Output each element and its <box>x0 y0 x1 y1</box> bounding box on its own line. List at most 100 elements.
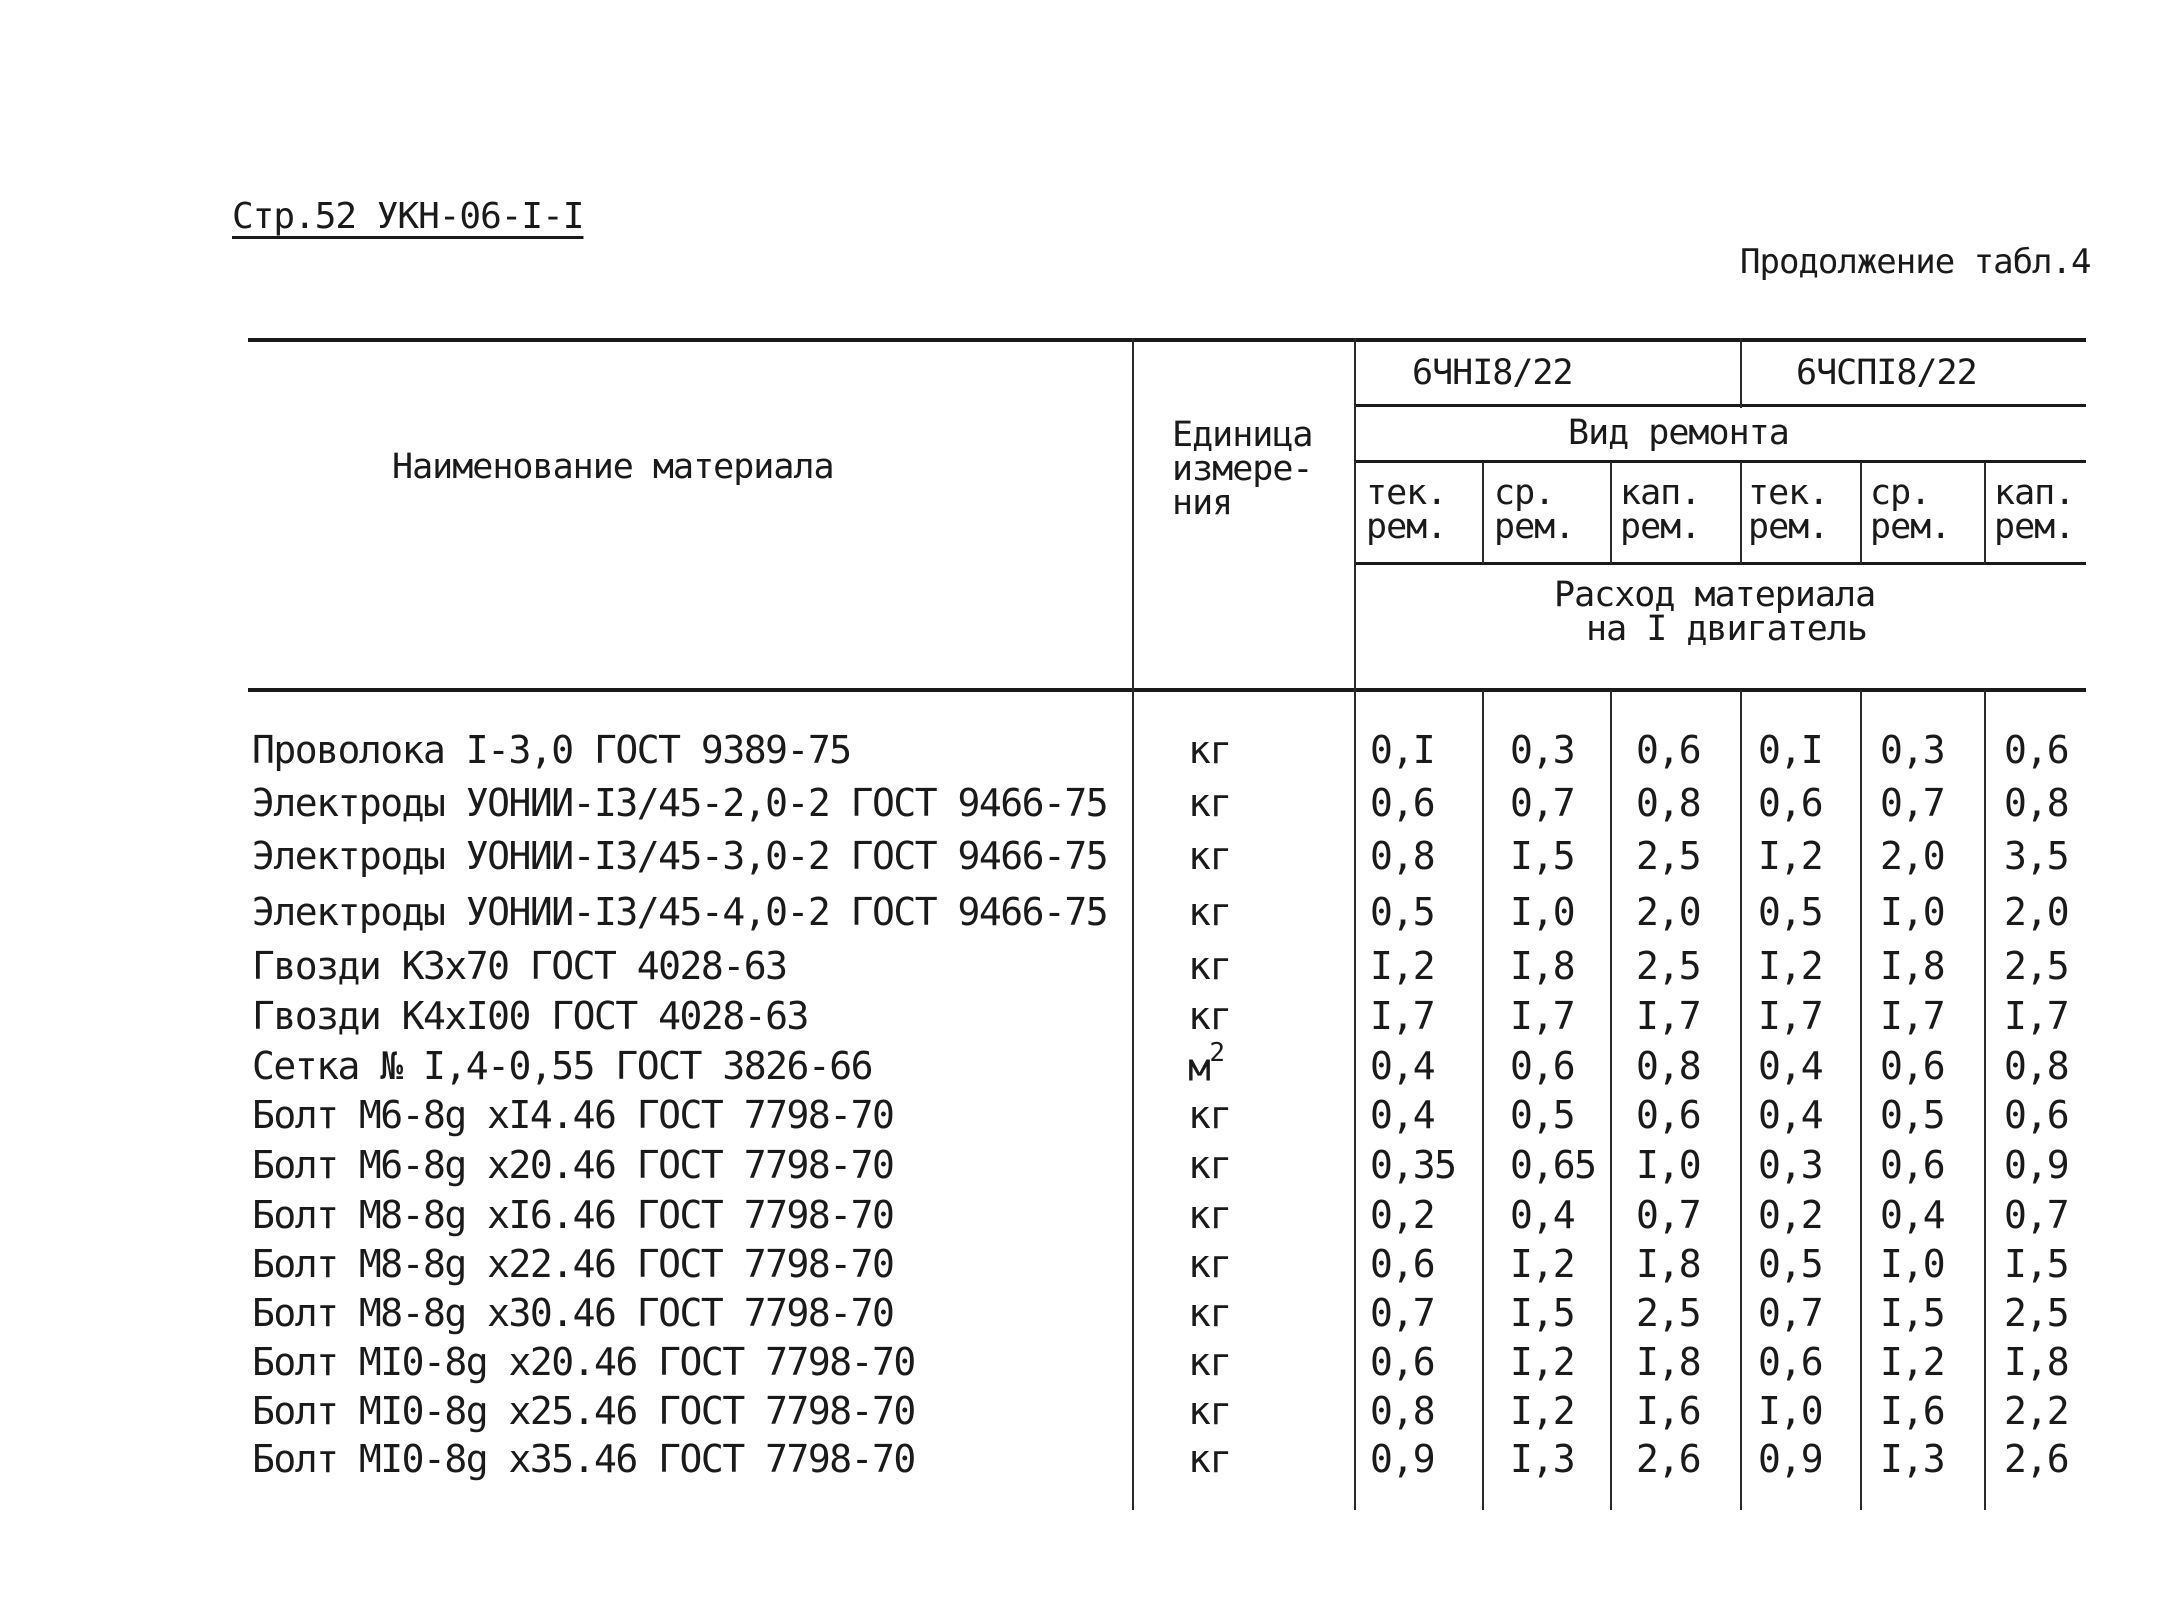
value-cell: 0,7 <box>2004 1193 2070 1237</box>
value-cell: I,2 <box>1510 1340 1576 1384</box>
unit-cell: кг <box>1188 944 1232 988</box>
header-repair-type: Вид ремонта <box>1568 413 1790 453</box>
value-cell: 0,6 <box>2004 1093 2070 1137</box>
value-cell: 0,9 <box>2004 1143 2070 1187</box>
value-cell: 0,3 <box>1510 728 1576 772</box>
material-name-cell: Болт М6-8g хI4.46 ГОСТ 7798-70 <box>252 1093 895 1137</box>
material-name-cell: Болт МI0-8g х25.46 ГОСТ 7798-70 <box>252 1389 916 1433</box>
unit-cell: кг <box>1188 1291 1232 1335</box>
value-cell: 2,5 <box>1636 1291 1702 1335</box>
value-cell: I,7 <box>1510 994 1576 1038</box>
value-cell: 0,9 <box>1370 1437 1436 1481</box>
value-cell: I,2 <box>1510 1242 1576 1286</box>
value-cell: 2,5 <box>1636 834 1702 878</box>
value-cell: 0,6 <box>1758 1340 1824 1384</box>
value-cell: 0,6 <box>1510 1044 1576 1088</box>
unit-cell: кг <box>1188 1143 1232 1187</box>
unit-cell: кг <box>1188 728 1232 772</box>
table-row: Электроды УОНИИ-I3/45-3,0-2 ГОСТ 9466-75… <box>248 834 2086 884</box>
value-cell: I,7 <box>1636 994 1702 1038</box>
header-consumption-line-2: на I двигатель <box>1586 609 1868 649</box>
material-name-cell: Болт М8-8g хI6.46 ГОСТ 7798-70 <box>252 1193 895 1237</box>
value-cell: 2,0 <box>1636 890 1702 934</box>
data-col-divider <box>1482 690 1484 1510</box>
value-cell: 0,8 <box>1370 1389 1436 1433</box>
material-name-cell: Гвозди К3х70 ГОСТ 4028-63 <box>252 944 788 988</box>
table-row: Болт МI0-8g х20.46 ГОСТ 7798-70 кг 0,6 I,2 I… <box>248 1340 2086 1390</box>
table-top-rule <box>248 338 2086 342</box>
material-name-cell: Гвозди К4хI00 ГОСТ 4028-63 <box>252 994 809 1038</box>
value-cell: I,2 <box>1758 834 1824 878</box>
value-cell: I,2 <box>1758 944 1824 988</box>
value-cell: 0,5 <box>1370 890 1436 934</box>
value-cell: 0,8 <box>2004 781 2070 825</box>
value-cell: 0,6 <box>1370 781 1436 825</box>
table-row: Проволока I-3,0 ГОСТ 9389-75 кг 0,I 0,3 0,6 0… <box>248 728 2086 778</box>
unit-cell: кг <box>1188 1242 1232 1286</box>
value-cell: 0,6 <box>1758 781 1824 825</box>
value-cell: 0,7 <box>1370 1291 1436 1335</box>
value-cell: I,0 <box>1510 890 1576 934</box>
value-cell: 0,5 <box>1510 1093 1576 1137</box>
data-col-divider <box>1740 690 1742 1510</box>
value-cell: 0,7 <box>1758 1291 1824 1335</box>
header-repair-col-1: тек. рем. <box>1366 473 1447 547</box>
data-col-divider <box>1860 690 1862 1510</box>
value-cell: 2,0 <box>1880 834 1946 878</box>
value-cell: 0,4 <box>1758 1044 1824 1088</box>
unit-text: кг <box>1188 994 1232 1038</box>
data-col-divider <box>1984 690 1986 1510</box>
value-cell: 0,35 <box>1370 1143 1457 1187</box>
value-cell: I,3 <box>1510 1437 1576 1481</box>
value-cell: 0,6 <box>1370 1340 1436 1384</box>
unit-text: кг <box>1188 1389 1232 1433</box>
value-cell: 0,8 <box>1370 834 1436 878</box>
value-cell: 0,6 <box>1370 1242 1436 1286</box>
repair-col-divider <box>1610 462 1612 564</box>
unit-text: кг <box>1188 1291 1232 1335</box>
value-cell: I,6 <box>1636 1389 1702 1433</box>
value-cell: 0,6 <box>2004 728 2070 772</box>
header-bottom-rule <box>248 688 2086 692</box>
value-cell: I,0 <box>1880 890 1946 934</box>
table-row: Электроды УОНИИ-I3/45-4,0-2 ГОСТ 9466-75… <box>248 890 2086 940</box>
table-row: Сетка № I,4-0,55 ГОСТ 3826-66 м2 0,4 0,6 0,8… <box>248 1038 2086 1094</box>
table-row: Болт М6-8g хI4.46 ГОСТ 7798-70 кг 0,4 0,5 0,… <box>248 1093 2086 1143</box>
value-cell: 2,2 <box>2004 1389 2070 1433</box>
value-cell: 0,7 <box>1880 781 1946 825</box>
materials-table: Наименование материала Единица измере- н… <box>248 338 2086 1510</box>
data-col-divider <box>1610 690 1612 1510</box>
table-row: Гвозди К4хI00 ГОСТ 4028-63 кг I,7 I,7 I,7 I,7… <box>248 994 2086 1044</box>
value-cell: 2,0 <box>2004 890 2070 934</box>
value-cell: 2,6 <box>2004 1437 2070 1481</box>
unit-text: кг <box>1188 1193 1232 1237</box>
unit-superscript: 2 <box>1209 1038 1225 1068</box>
value-cell: I,5 <box>1510 1291 1576 1335</box>
unit-text: кг <box>1188 1242 1232 1286</box>
material-name-cell: Электроды УОНИИ-I3/45-2,0-2 ГОСТ 9466-75 <box>252 781 1109 825</box>
value-cell: 0,6 <box>1880 1143 1946 1187</box>
repair-col-divider <box>1482 462 1484 564</box>
value-cell: I,8 <box>2004 1340 2070 1384</box>
table-row: Болт МI0-8g х25.46 ГОСТ 7798-70 кг 0,8 I,2 I… <box>248 1389 2086 1439</box>
header-repair-col-5: ср. рем. <box>1870 473 1951 547</box>
material-name-cell: Болт М6-8g х20.46 ГОСТ 7798-70 <box>252 1143 895 1187</box>
table-continuation-label: Продолжение табл.4 <box>1740 242 2091 282</box>
value-cell: I,6 <box>1880 1389 1946 1433</box>
unit-cell: кг <box>1188 994 1232 1038</box>
material-name-cell: Сетка № I,4-0,55 ГОСТ 3826-66 <box>252 1044 873 1088</box>
value-cell: I,7 <box>1370 994 1436 1038</box>
value-cell: I,8 <box>1880 944 1946 988</box>
value-cell: I,0 <box>1636 1143 1702 1187</box>
unit-cell: кг <box>1188 1340 1232 1384</box>
unit-cell: кг <box>1188 834 1232 878</box>
unit-cell: кг <box>1188 1193 1232 1237</box>
header-unit-line-1: Единица <box>1172 415 1314 455</box>
value-cell: I,5 <box>2004 1242 2070 1286</box>
unit-text: кг <box>1188 1340 1232 1384</box>
material-name-cell: Проволока I-3,0 ГОСТ 9389-75 <box>252 728 852 772</box>
header-material-name: Наименование материала <box>392 447 835 487</box>
material-name-cell: Электроды УОНИИ-I3/45-4,0-2 ГОСТ 9466-75 <box>252 890 1109 934</box>
values-column-divider <box>1354 338 1356 1510</box>
table-row: Болт М8-8g х30.46 ГОСТ 7798-70 кг 0,7 I,5 2,… <box>248 1291 2086 1341</box>
